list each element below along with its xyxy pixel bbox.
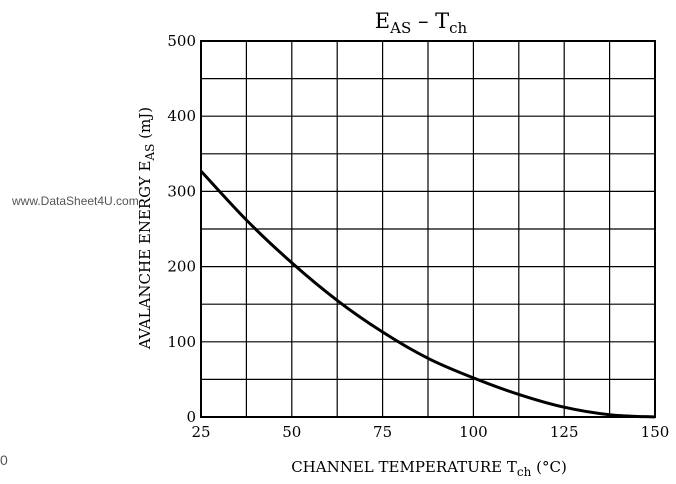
- data-series: [199, 170, 656, 419]
- x-tick-label: 25: [191, 423, 210, 441]
- x-tick-label: 50: [282, 423, 301, 441]
- chart-title: EAS – Tch: [375, 9, 468, 37]
- x-tick-label: 150: [641, 423, 670, 441]
- watermark-text: www.DataSheet4U.com: [11, 194, 139, 208]
- x-tick-label: 125: [550, 423, 579, 441]
- y-tick-label: 200: [167, 258, 196, 276]
- y-tick-label: 500: [167, 32, 196, 50]
- y-tick-label: 400: [167, 107, 196, 125]
- y-tick-label: 0: [186, 408, 196, 426]
- grid: [201, 41, 655, 417]
- y-tick-label: 300: [167, 182, 196, 200]
- x-axis-label: CHANNEL TEMPERATURE Tch (°C): [291, 458, 567, 479]
- y-axis-label: AVALANCHE ENERGY EAS (mJ): [136, 107, 157, 350]
- y-tick-label: 100: [167, 333, 196, 351]
- axis-ticks: 25 50 75 100 125 150 0 100 200 300 400 500: [167, 32, 669, 441]
- series-line: [199, 170, 656, 419]
- corner-text: 0: [0, 452, 8, 468]
- x-tick-label: 75: [373, 423, 392, 441]
- x-tick-label: 100: [459, 423, 488, 441]
- plot-frame: [200, 40, 656, 418]
